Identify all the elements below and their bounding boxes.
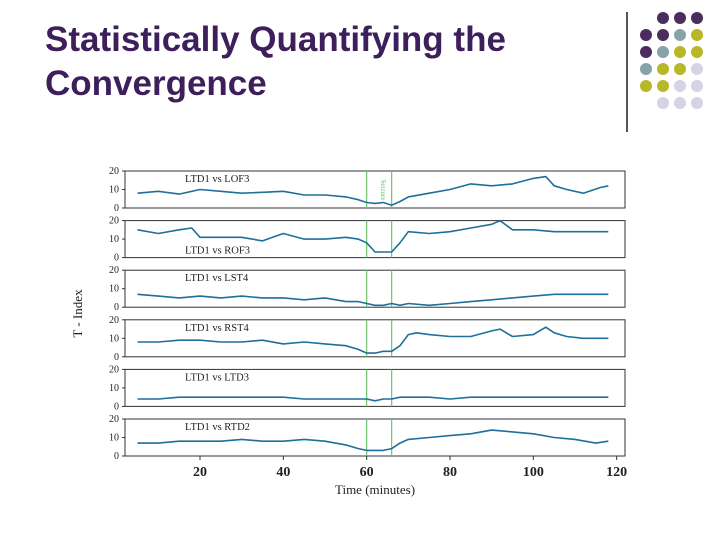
decorative-dot <box>640 63 652 75</box>
decorative-dot <box>691 46 703 58</box>
y-tick-label: 10 <box>109 185 119 196</box>
y-tick-label: 20 <box>109 216 119 227</box>
slide-title-line1: Statistically Quantifying the <box>45 20 506 59</box>
panel-label: LTD1 vs RST4 <box>185 323 250 334</box>
series-line <box>137 175 609 207</box>
panel-label: LTD1 vs LOF3 <box>185 174 249 185</box>
y-tick-label: 0 <box>114 253 119 264</box>
x-tick-label: 120 <box>606 465 627 480</box>
decorative-dot <box>674 46 686 58</box>
x-tick-label: 40 <box>276 465 290 480</box>
y-tick-label: 20 <box>109 166 119 177</box>
panel-label: LTD1 vs RTD2 <box>185 422 250 433</box>
y-tick-label: 10 <box>109 284 119 295</box>
x-tick-label: 80 <box>443 465 457 480</box>
decorative-dot <box>657 63 669 75</box>
slide-title: Statistically Quantifying the Convergenc… <box>45 18 605 106</box>
x-tick-label: 100 <box>523 465 544 480</box>
decorative-dot-grid <box>640 12 720 122</box>
decorative-dot <box>674 80 686 92</box>
y-tick-label: 0 <box>114 401 119 412</box>
panel-label: LTD1 vs LST4 <box>185 273 249 284</box>
decorative-dot <box>657 29 669 41</box>
decorative-dot <box>691 29 703 41</box>
series-line <box>137 396 609 402</box>
decorative-dot <box>657 80 669 92</box>
y-tick-label: 20 <box>109 265 119 276</box>
decorative-dot <box>657 97 669 109</box>
panel-frame <box>124 269 626 308</box>
decorative-dot <box>674 97 686 109</box>
decorative-dot <box>640 80 652 92</box>
series-line <box>137 429 609 452</box>
panel-label: LTD1 vs ROF3 <box>185 246 250 257</box>
decorative-dot <box>640 46 652 58</box>
decorative-dot <box>657 12 669 24</box>
y-tick-label: 10 <box>109 383 119 394</box>
seizure-label: Seizure <box>379 180 387 201</box>
panel-frame <box>124 319 626 358</box>
divider-line <box>626 12 628 132</box>
y-tick-label: 10 <box>109 433 119 444</box>
y-tick-label: 20 <box>109 364 119 375</box>
series-line <box>137 326 609 354</box>
y-tick-label: 0 <box>114 203 119 214</box>
y-tick-label: 0 <box>114 451 119 462</box>
y-tick-label: 10 <box>109 333 119 344</box>
x-axis-label: Time (minutes) <box>335 482 415 497</box>
decorative-dot <box>674 63 686 75</box>
decorative-dot <box>657 46 669 58</box>
decorative-dot <box>674 29 686 41</box>
t-index-chart: 0 10 20 LTD1 vs LOF3 0 10 20 LTD1 vs ROF3 0 10 20 L… <box>70 166 627 497</box>
x-tick-label: 60 <box>360 465 374 480</box>
y-tick-label: 20 <box>109 414 119 425</box>
decorative-dot <box>691 80 703 92</box>
panel-label: LTD1 vs LTD3 <box>185 372 249 383</box>
y-tick-label: 20 <box>109 315 119 326</box>
decorative-dot <box>674 12 686 24</box>
slide-title-line2: Convergence <box>45 64 267 103</box>
series-line <box>137 293 609 307</box>
decorative-dot <box>691 63 703 75</box>
x-tick-label: 20 <box>193 465 207 480</box>
decorative-dot <box>691 97 703 109</box>
y-axis-label: T - Index <box>70 289 85 338</box>
y-tick-label: 10 <box>109 234 119 245</box>
decorative-dot <box>640 29 652 41</box>
y-tick-label: 0 <box>114 302 119 313</box>
y-tick-label: 0 <box>114 352 119 363</box>
decorative-dot <box>691 12 703 24</box>
series-line <box>137 219 609 253</box>
